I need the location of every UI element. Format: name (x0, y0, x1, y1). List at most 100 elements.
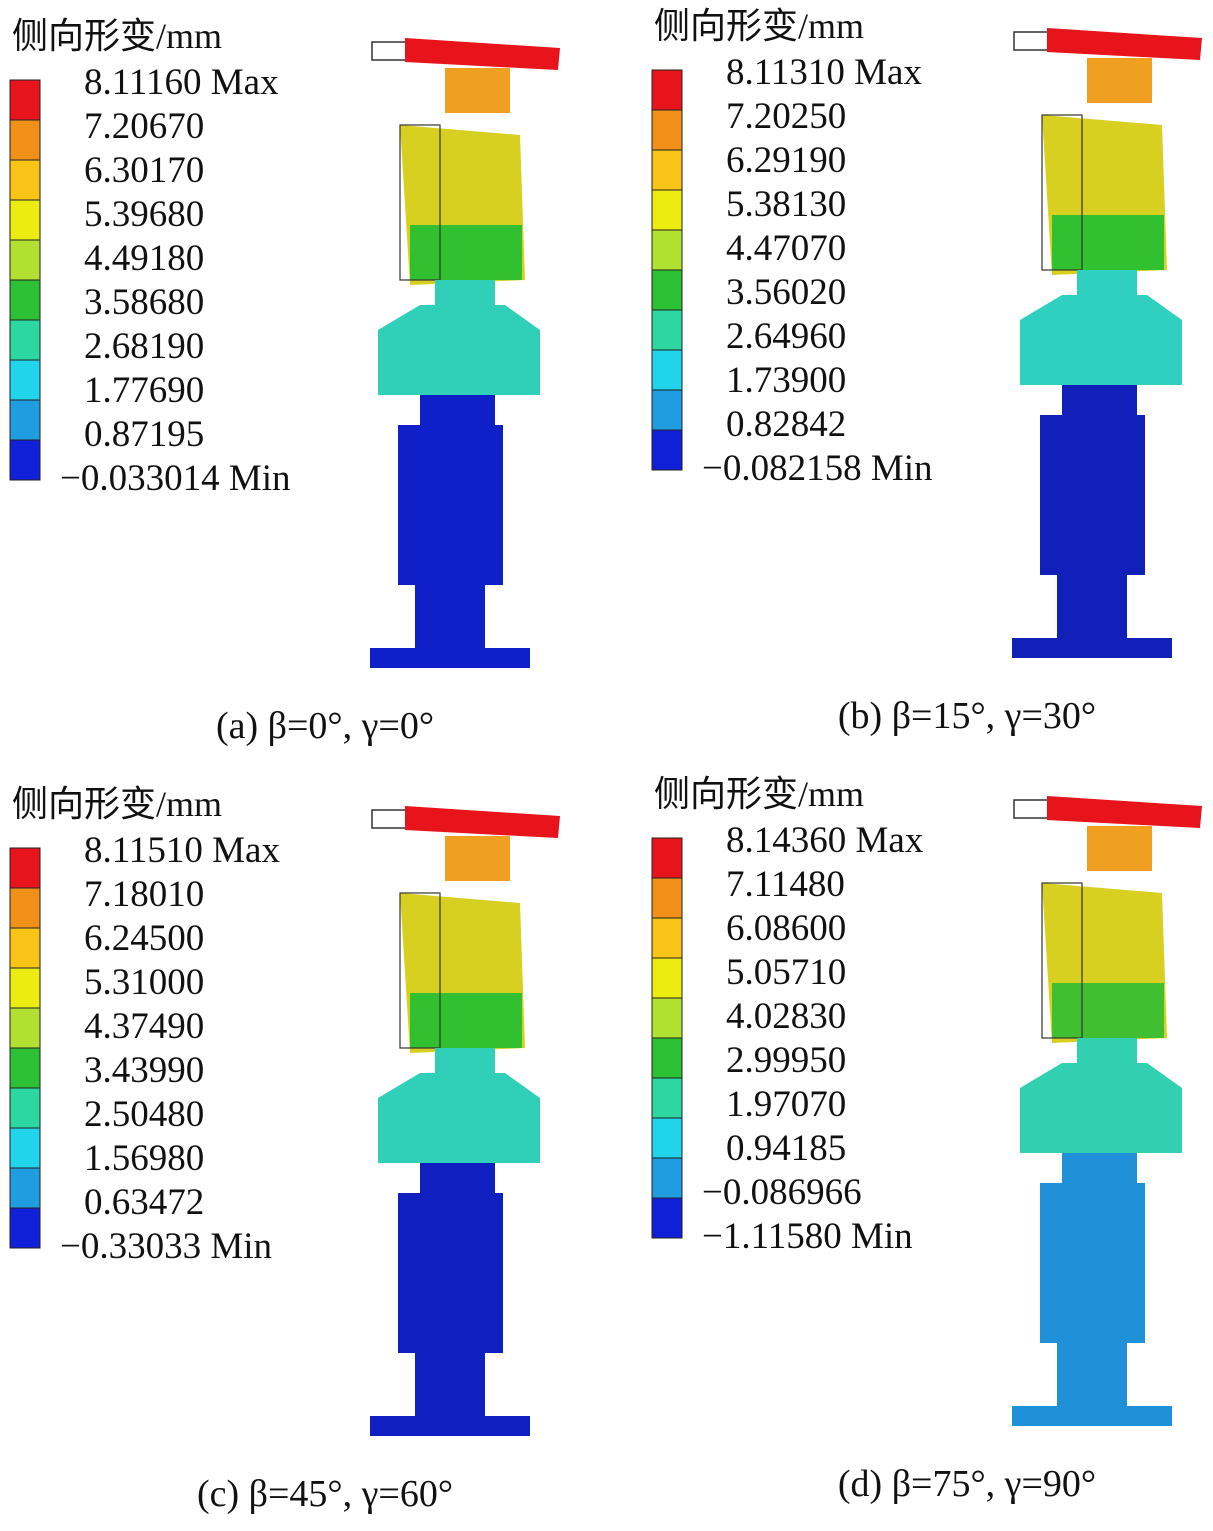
legend-band (9, 847, 41, 889)
legend-label: 2.50480 (84, 1094, 204, 1135)
legend-label: −1.11580 Min (702, 1216, 913, 1257)
legend-band (651, 69, 683, 111)
panel: 侧向形变/mm 8.11310 Max7.202506.291905.381304… (651, 6, 1202, 737)
legend-label: 7.18010 (84, 874, 204, 915)
legend-band (9, 319, 41, 361)
model-foot (1012, 638, 1172, 658)
legend-band (9, 159, 41, 201)
model-foot (1012, 1406, 1172, 1426)
legend-label: 4.02830 (726, 996, 846, 1037)
legend-label: 2.68190 (84, 326, 204, 367)
legend-label: 6.30170 (84, 150, 204, 191)
legend-band (9, 1207, 41, 1249)
legend-label: 7.11480 (726, 864, 845, 905)
legend-label: 7.20670 (84, 106, 204, 147)
legend-label: 2.99950 (726, 1040, 846, 1081)
legend-band (9, 1047, 41, 1089)
legend-title: 侧向形变/mm (12, 784, 222, 824)
legend-band (9, 279, 41, 321)
legend-label: 8.11310 Max (726, 52, 922, 93)
legend-band (651, 877, 683, 919)
legend-label: 3.56020 (726, 272, 846, 313)
legend-label: 5.38130 (726, 184, 846, 225)
caption: (c) β=45°, γ=60° (197, 1473, 453, 1515)
model-top (1047, 796, 1202, 828)
legend-band (9, 239, 41, 281)
model-joint2 (420, 1163, 495, 1193)
legend-band (651, 269, 683, 311)
legend-label: 5.31000 (84, 962, 204, 1003)
model-top (405, 806, 560, 838)
model-joint2 (1062, 385, 1137, 415)
legend-band (651, 349, 683, 391)
legend-label: 3.43990 (84, 1050, 204, 1091)
model-drum (378, 305, 540, 395)
legend-label: 1.73900 (726, 360, 846, 401)
model-neck (1087, 58, 1152, 103)
legend-band (651, 1117, 683, 1159)
model (1012, 28, 1202, 658)
model-stem (1057, 575, 1127, 640)
legend-label: 4.47070 (726, 228, 846, 269)
legend-band (651, 1197, 683, 1239)
legend-title: 侧向形变/mm (12, 16, 222, 56)
model-lower (398, 1193, 503, 1353)
caption: (b) β=15°, γ=30° (838, 695, 1096, 737)
model-drum (378, 1073, 540, 1163)
legend-band (651, 837, 683, 879)
legend-band (9, 1167, 41, 1209)
model-top (1047, 28, 1202, 60)
model-stem (415, 1353, 485, 1418)
legend-label: 0.94185 (726, 1128, 846, 1169)
legend-band (651, 917, 683, 959)
model-joint2 (1062, 1153, 1137, 1183)
legend-label: 8.11510 Max (84, 830, 280, 871)
model-outline (399, 124, 441, 281)
legend-title: 侧向形变/mm (654, 774, 864, 814)
legend-band (651, 189, 683, 231)
legend-band (651, 309, 683, 351)
legend-label: 4.37490 (84, 1006, 204, 1047)
legend-label: 1.77690 (84, 370, 204, 411)
model-lower (1040, 415, 1145, 575)
legend-label: 0.82842 (726, 404, 846, 445)
legend-label: 2.64960 (726, 316, 846, 357)
legend-label: −0.086966 (702, 1172, 862, 1213)
model-joint2 (420, 395, 495, 425)
model-neck (445, 836, 510, 881)
legend-band (9, 359, 41, 401)
model-neck (445, 68, 510, 113)
model-outline (1041, 114, 1083, 271)
legend-band (651, 389, 683, 431)
legend-band (9, 439, 41, 481)
model (1012, 796, 1202, 1426)
legend-band (651, 109, 683, 151)
legend-label: −0.082158 Min (702, 448, 933, 489)
legend-band (9, 1127, 41, 1169)
model-stem (1057, 1343, 1127, 1408)
model-upper-low (1052, 215, 1164, 270)
legend-label: −0.033014 Min (60, 458, 291, 499)
legend-label: 5.39680 (84, 194, 204, 235)
legend-band (651, 429, 683, 471)
legend-label: 7.20250 (726, 96, 846, 137)
legend-label: 8.11160 Max (84, 62, 279, 103)
legend-band (9, 399, 41, 441)
legend-band (651, 1037, 683, 1079)
legend-label: 0.63472 (84, 1182, 204, 1223)
legend-band (9, 119, 41, 161)
legend-label: 4.49180 (84, 238, 204, 279)
model-lower (398, 425, 503, 585)
legend-band (651, 149, 683, 191)
legend-label: 1.56980 (84, 1138, 204, 1179)
model-foot (370, 1416, 530, 1436)
panel: 侧向形变/mm 8.11510 Max7.180106.245005.310004… (9, 784, 560, 1515)
legend-label: 5.05710 (726, 952, 846, 993)
legend-label: −0.33033 Min (60, 1226, 272, 1267)
legend-label: 8.14360 Max (726, 820, 924, 861)
legend-band (9, 967, 41, 1009)
legend-band (9, 1007, 41, 1049)
model-drum (1020, 1063, 1182, 1153)
model-upper-low (410, 225, 522, 280)
